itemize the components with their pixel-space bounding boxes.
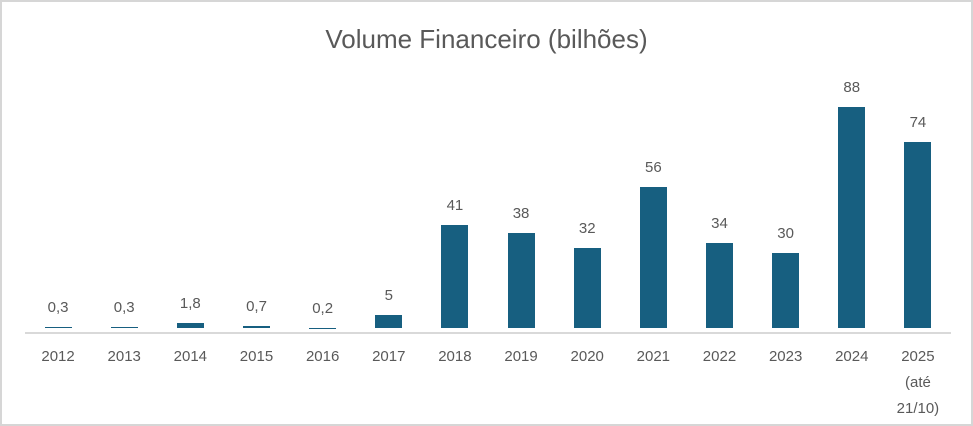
x-axis-label: 2020 [570, 348, 604, 365]
bar [573, 247, 601, 328]
bar [176, 323, 204, 328]
bar [772, 252, 800, 328]
bar-value-label: 88 [843, 79, 861, 96]
bar [243, 326, 270, 328]
x-axis-label: 2013 [107, 348, 141, 365]
bar [507, 232, 535, 328]
x-axis-label: 2015 [239, 348, 274, 365]
x-axis-label: 2017 [372, 348, 406, 365]
bar [375, 315, 403, 328]
bar-value-label: 0,2 [312, 299, 334, 317]
bar-value-label: 0,3 [47, 299, 69, 317]
bar [838, 107, 866, 328]
bar [706, 242, 733, 328]
x-axis-label: 2022 [702, 348, 737, 365]
x-axis-label: 2014 [173, 348, 208, 365]
x-axis-label: 2021 [636, 348, 671, 365]
bar-value-label: 0,7 [246, 298, 267, 316]
bar-value-label: 1,8 [179, 295, 201, 313]
bar-value-label: 34 [711, 214, 728, 232]
bar [441, 225, 469, 328]
bar-value-label: 0,3 [113, 299, 135, 317]
bar [44, 327, 72, 328]
x-axis-label: 2025 (até 21/10) [896, 348, 940, 417]
bar-value-label: 32 [578, 219, 596, 237]
x-axis-line [25, 332, 951, 334]
bar [309, 327, 337, 328]
x-axis-label: 2018 [438, 348, 472, 365]
x-axis-label: 2016 [305, 348, 340, 365]
bar-value-label: 30 [777, 224, 794, 242]
x-axis-label: 2019 [504, 348, 538, 365]
x-axis-label: 2012 [41, 348, 75, 365]
x-axis-label: 2024 [835, 348, 869, 365]
bar-value-label: 74 [909, 114, 927, 132]
bar-value-label: 41 [446, 197, 464, 215]
chart-title: Volume Financeiro (bilhões) [325, 24, 648, 54]
x-axis-label: 2023 [768, 348, 803, 365]
bar-value-label: 5 [384, 287, 393, 305]
bar-value-label: 38 [512, 204, 530, 222]
bar-value-label: 56 [645, 159, 662, 177]
bar [639, 187, 667, 328]
bar [110, 327, 138, 328]
bar [904, 142, 932, 328]
